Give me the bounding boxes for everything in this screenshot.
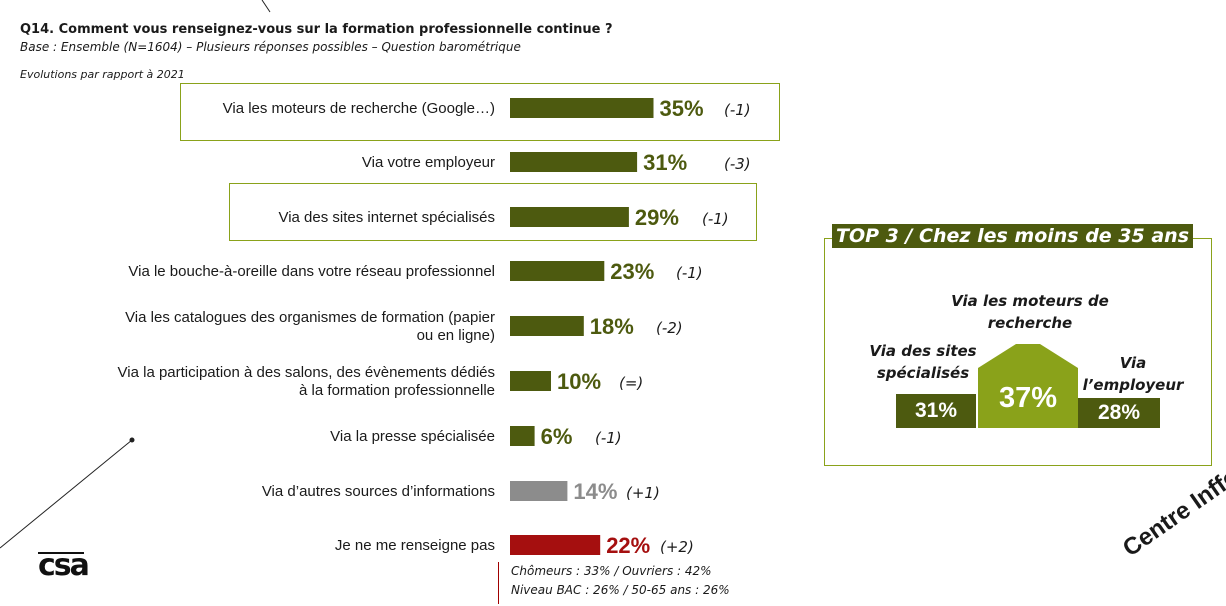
chart-title: Q14. Comment vous renseignez-vous sur la… [20,22,613,37]
category-label: Via d’autres sources d’informations [262,483,495,500]
category-label: ou en ligne) [417,327,495,344]
top3-center-label-line2: recherche [987,314,1073,332]
value-label: 22% [606,533,650,558]
top3-roof [978,344,1078,368]
top3-left-label: Via des sites spécialisés [868,340,978,384]
value-label: 35% [660,96,704,121]
bar [510,152,638,172]
note-line-1: Chômeurs : 33% / Ouvriers : 42% [511,564,712,578]
delta-label: (-1) [595,429,622,447]
category-label: à la formation professionnelle [299,382,495,399]
delta-label: (-1) [724,101,751,119]
category-label: Via la presse spécialisée [330,428,495,445]
value-label: 10% [557,369,601,394]
category-label: Je ne me renseigne pas [335,537,495,554]
bar [510,316,584,336]
category-label: Via les catalogues des organismes de for… [125,309,495,326]
highlight-box-search-engines [180,83,780,141]
chart-subtitle: Base : Ensemble (N=1604) – Plusieurs rép… [20,40,521,54]
top3-left-box: 31% [896,394,976,428]
bar [510,481,568,501]
top3-right-label-line1: Via [1119,354,1147,372]
top3-left-label-line2: spécialisés [876,364,970,382]
value-label: 18% [590,314,634,339]
top3-right-label-line2: l’employeur [1082,376,1184,394]
delta-label: (+1) [626,484,660,502]
value-label: 14% [573,479,617,504]
value-label: 6% [541,424,573,449]
bar [510,207,629,227]
delta-label: (-1) [676,264,703,282]
top3-right-value: 28% [1097,401,1141,424]
category-label: Via des sites internet spécialisés [278,209,495,226]
delta-label: (+2) [660,538,694,556]
top3-center-label-line1: Via les moteurs de [951,292,1109,310]
delta-label: (-2) [656,319,683,337]
bar [510,261,605,281]
bar [510,98,654,118]
top3-center-box: 37% [978,368,1078,428]
delta-label: (-3) [724,155,751,173]
delta-label: (=) [619,374,643,392]
category-label: Via votre employeur [362,154,495,171]
top3-left-label-line1: Via des sites [869,342,977,360]
delta-label: (-1) [702,210,729,228]
value-label: 31% [643,150,687,175]
category-label: Via les moteurs de recherche (Google…) [223,100,495,117]
value-label: 29% [635,205,679,230]
bar [510,535,601,555]
bar [510,426,535,446]
top3-right-box: 28% [1078,398,1160,428]
note-box: Chômeurs : 33% / Ouvriers : 42% Niveau B… [498,562,730,604]
csa-logo-line [38,552,84,554]
category-label: Via le bouche-à-oreille dans votre résea… [128,263,495,280]
top3-left-value: 31% [914,399,958,422]
top3-right-label: Via l’employeur [1078,352,1188,396]
evolution-note: Evolutions par rapport à 2021 [20,68,185,81]
top3-center-label: Via les moteurs de recherche [940,290,1120,334]
top3-center-value: 37% [998,381,1058,414]
top3-title: TOP 3 / Chez les moins de 35 ans [832,224,1194,248]
category-label: Via la participation à des salons, des é… [118,364,495,381]
highlight-box-specialized-sites [229,183,757,241]
note-line-2: Niveau BAC : 26% / 50-65 ans : 26% [511,583,730,597]
bar [510,371,551,391]
value-label: 23% [610,259,654,284]
